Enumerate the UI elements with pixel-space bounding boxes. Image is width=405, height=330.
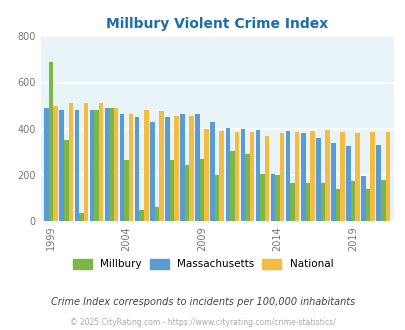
Bar <box>94 110 98 221</box>
Bar <box>49 62 53 221</box>
Bar <box>64 140 68 221</box>
Bar <box>234 132 239 221</box>
Bar <box>260 174 264 221</box>
Bar <box>339 132 344 221</box>
Bar <box>98 103 103 221</box>
Bar <box>275 175 279 221</box>
Bar <box>189 116 193 221</box>
Bar <box>144 110 148 221</box>
Bar <box>75 110 79 221</box>
Bar <box>380 180 385 221</box>
Bar <box>335 189 339 221</box>
Bar <box>300 133 305 221</box>
Bar <box>245 154 249 221</box>
Bar <box>309 131 314 221</box>
Bar <box>134 117 139 221</box>
Legend: Millbury, Massachusetts, National: Millbury, Massachusetts, National <box>68 255 337 274</box>
Bar <box>68 103 73 221</box>
Bar <box>320 183 324 221</box>
Bar <box>249 132 254 221</box>
Bar <box>104 108 109 221</box>
Bar <box>315 138 320 221</box>
Bar <box>369 132 374 221</box>
Bar <box>195 114 199 221</box>
Bar <box>119 114 124 221</box>
Bar <box>44 108 49 221</box>
Bar <box>294 132 299 221</box>
Bar <box>214 175 219 221</box>
Bar <box>174 116 178 221</box>
Title: Millbury Violent Crime Index: Millbury Violent Crime Index <box>106 17 328 31</box>
Bar <box>225 128 230 221</box>
Bar <box>79 213 83 221</box>
Bar <box>360 176 365 221</box>
Bar <box>204 129 209 221</box>
Bar <box>199 159 204 221</box>
Bar <box>53 106 58 221</box>
Text: © 2025 CityRating.com - https://www.cityrating.com/crime-statistics/: © 2025 CityRating.com - https://www.city… <box>70 318 335 327</box>
Bar <box>290 183 294 221</box>
Bar <box>375 145 380 221</box>
Bar <box>184 164 189 221</box>
Bar <box>255 130 260 221</box>
Bar <box>385 132 389 221</box>
Bar <box>210 122 214 221</box>
Bar <box>354 133 359 221</box>
Text: Crime Index corresponds to incidents per 100,000 inhabitants: Crime Index corresponds to incidents per… <box>51 297 354 307</box>
Bar <box>159 112 163 221</box>
Bar <box>154 207 159 221</box>
Bar <box>345 146 350 221</box>
Bar <box>113 108 118 221</box>
Bar <box>324 130 329 221</box>
Bar <box>330 143 335 221</box>
Bar <box>139 210 144 221</box>
Bar <box>270 174 275 221</box>
Bar <box>219 131 224 221</box>
Bar <box>169 160 174 221</box>
Bar <box>165 117 169 221</box>
Bar <box>305 183 309 221</box>
Bar <box>124 160 129 221</box>
Bar <box>59 110 64 221</box>
Bar <box>365 189 369 221</box>
Bar <box>230 150 234 221</box>
Bar <box>83 103 88 221</box>
Bar <box>279 133 283 221</box>
Bar <box>129 114 133 221</box>
Bar <box>180 114 184 221</box>
Bar <box>90 110 94 221</box>
Bar <box>109 108 113 221</box>
Bar <box>240 129 245 221</box>
Bar <box>285 131 290 221</box>
Bar <box>350 181 354 221</box>
Bar <box>264 136 269 221</box>
Bar <box>150 122 154 221</box>
